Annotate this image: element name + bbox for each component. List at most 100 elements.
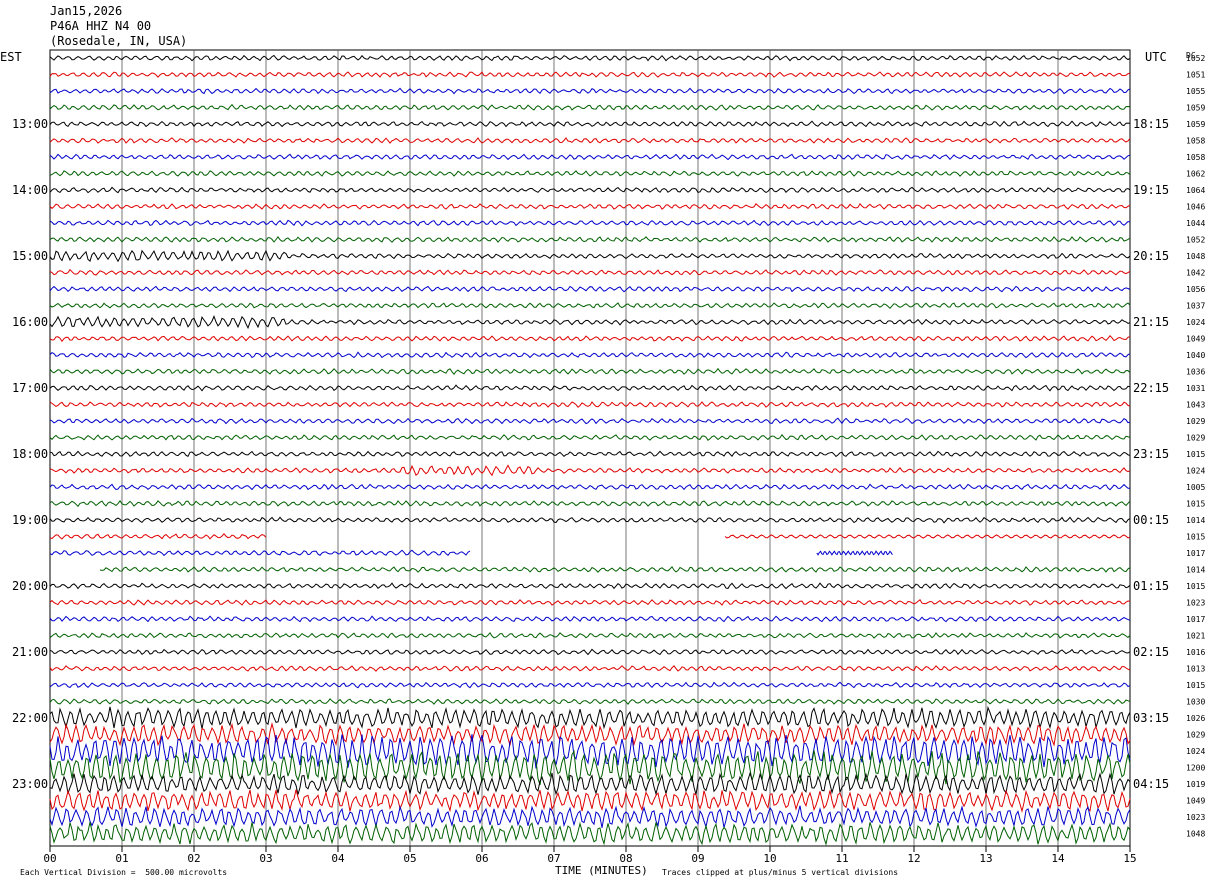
est-hour-label: 19:00: [12, 513, 48, 527]
trace-line: [49, 464, 1131, 477]
utc-hour-label: 22:15: [1133, 381, 1169, 395]
trace-line: [49, 698, 1131, 706]
x-tick-label: 08: [619, 852, 632, 865]
x-tick-label: 06: [475, 852, 488, 865]
dc-offset-label: 1040: [1186, 351, 1205, 360]
trace-line: [49, 582, 1131, 590]
dc-offset-label: 1029: [1186, 434, 1205, 443]
dc-offset-label: 1062: [1186, 170, 1205, 179]
est-hour-label: 21:00: [12, 645, 48, 659]
dc-offset-label: 1013: [1186, 665, 1205, 674]
dc-offset-label: 1055: [1186, 87, 1205, 96]
utc-hour-label: 03:15: [1133, 711, 1169, 725]
location-label: (Rosedale, IN, USA): [50, 34, 188, 48]
dc-offset-label: 1058: [1186, 137, 1205, 146]
dc-offset-label: 1031: [1186, 384, 1205, 393]
dc-offset-label: 1029: [1186, 731, 1205, 740]
dc-offset-label: 1200: [1186, 764, 1205, 773]
dc-offset-label: 1059: [1186, 120, 1205, 129]
scale-note: Each Vertical Division = 500.00 microvol…: [20, 868, 228, 877]
dc-offset-label: 1024: [1186, 747, 1205, 756]
utc-hour-label: 00:15: [1133, 513, 1169, 527]
trace-line: [49, 120, 1131, 128]
trace-line: [49, 71, 1131, 78]
utc-timezone-label: UTC: [1145, 50, 1167, 64]
trace-line: [49, 499, 1131, 508]
dc-offset-label: 1049: [1186, 335, 1205, 344]
dc-offset-label: 1043: [1186, 401, 1205, 410]
dc-offset-label: 1015: [1186, 533, 1205, 542]
dc-offset-label: 1015: [1186, 681, 1205, 690]
trace-line: [49, 384, 1131, 392]
trace-line: [49, 749, 1131, 786]
dc-offset-label: 1015: [1186, 450, 1205, 459]
x-tick-label: 05: [403, 852, 416, 865]
trace-line: [49, 722, 1131, 747]
utc-hour-label: 04:15: [1133, 777, 1169, 791]
trace-line: [49, 615, 1131, 623]
trace-line: [49, 734, 1131, 769]
dc-offset-label: 1052: [1186, 54, 1205, 63]
dc-offset-label: 1051: [1186, 71, 1205, 80]
dc-offset-label: 1023: [1186, 813, 1205, 822]
trace-line: [49, 249, 1131, 263]
utc-hour-label: 23:15: [1133, 447, 1169, 461]
x-tick-label: 02: [187, 852, 200, 865]
est-hour-label: 18:00: [12, 447, 48, 461]
trace-line: [49, 367, 1131, 376]
trace-line: [49, 219, 1131, 227]
trace-line: [49, 450, 1131, 458]
x-tick-label: 01: [115, 852, 128, 865]
dc-offset-label: 1024: [1186, 318, 1205, 327]
dc-offset-label: 1005: [1186, 483, 1205, 492]
trace-line: [49, 549, 471, 557]
trace-line: [49, 137, 1131, 144]
dc-offset-label: 1015: [1186, 582, 1205, 591]
trace-line: [49, 351, 1131, 359]
dc-offset-label: 1014: [1186, 516, 1205, 525]
trace-line: [49, 153, 1131, 161]
trace-line: [49, 483, 1130, 491]
trace-line: [49, 401, 1131, 408]
x-tick-label: 00: [43, 852, 56, 865]
est-hour-label: 13:00: [12, 117, 48, 131]
dc-offset-label: 1046: [1186, 203, 1205, 212]
trace-line: [49, 771, 1131, 796]
trace-line: [724, 534, 1131, 539]
dc-offset-label: 1044: [1186, 219, 1205, 228]
dc-offset-label: 1019: [1186, 780, 1205, 789]
dc-offset-label: 1024: [1186, 467, 1205, 476]
date-label: Jan15,2026: [50, 4, 123, 18]
trace-line: [49, 268, 1131, 276]
est-hour-label: 23:00: [12, 777, 48, 791]
dc-offset-label: 1029: [1186, 417, 1205, 426]
dc-offset-label: 1017: [1186, 615, 1205, 624]
trace-line: [49, 705, 1131, 730]
dc-offset-label: 1015: [1186, 500, 1205, 509]
utc-hour-label: 18:15: [1133, 117, 1169, 131]
dc-offset-label: 1016: [1186, 648, 1205, 657]
trace-line: [49, 54, 1131, 62]
est-hour-label: 15:00: [12, 249, 48, 263]
trace-line: [49, 821, 1131, 846]
trace-line: [49, 87, 1131, 95]
est-hour-label: 17:00: [12, 381, 48, 395]
clip-note: Traces clipped at plus/minus 5 vertical …: [662, 868, 899, 877]
dc-offset-label: 1037: [1186, 302, 1205, 311]
dc-offset-label: 1026: [1186, 714, 1205, 723]
x-tick-label: 11: [835, 852, 848, 865]
dc-offset-label: 1023: [1186, 599, 1205, 608]
dc-offset-label: 1042: [1186, 269, 1205, 278]
trace-line: [49, 103, 1131, 111]
dc-offset-label: 1021: [1186, 632, 1205, 641]
est-hour-label: 14:00: [12, 183, 48, 197]
dc-offset-label: 1030: [1186, 698, 1205, 707]
trace-line: [49, 533, 267, 540]
trace-line: [49, 516, 1131, 524]
x-tick-label: 15: [1123, 852, 1136, 865]
x-tick-label: 03: [259, 852, 272, 865]
dc-offset-label: 1052: [1186, 236, 1205, 245]
dc-offset-label: 1058: [1186, 153, 1205, 162]
trace-line: [49, 433, 1131, 442]
